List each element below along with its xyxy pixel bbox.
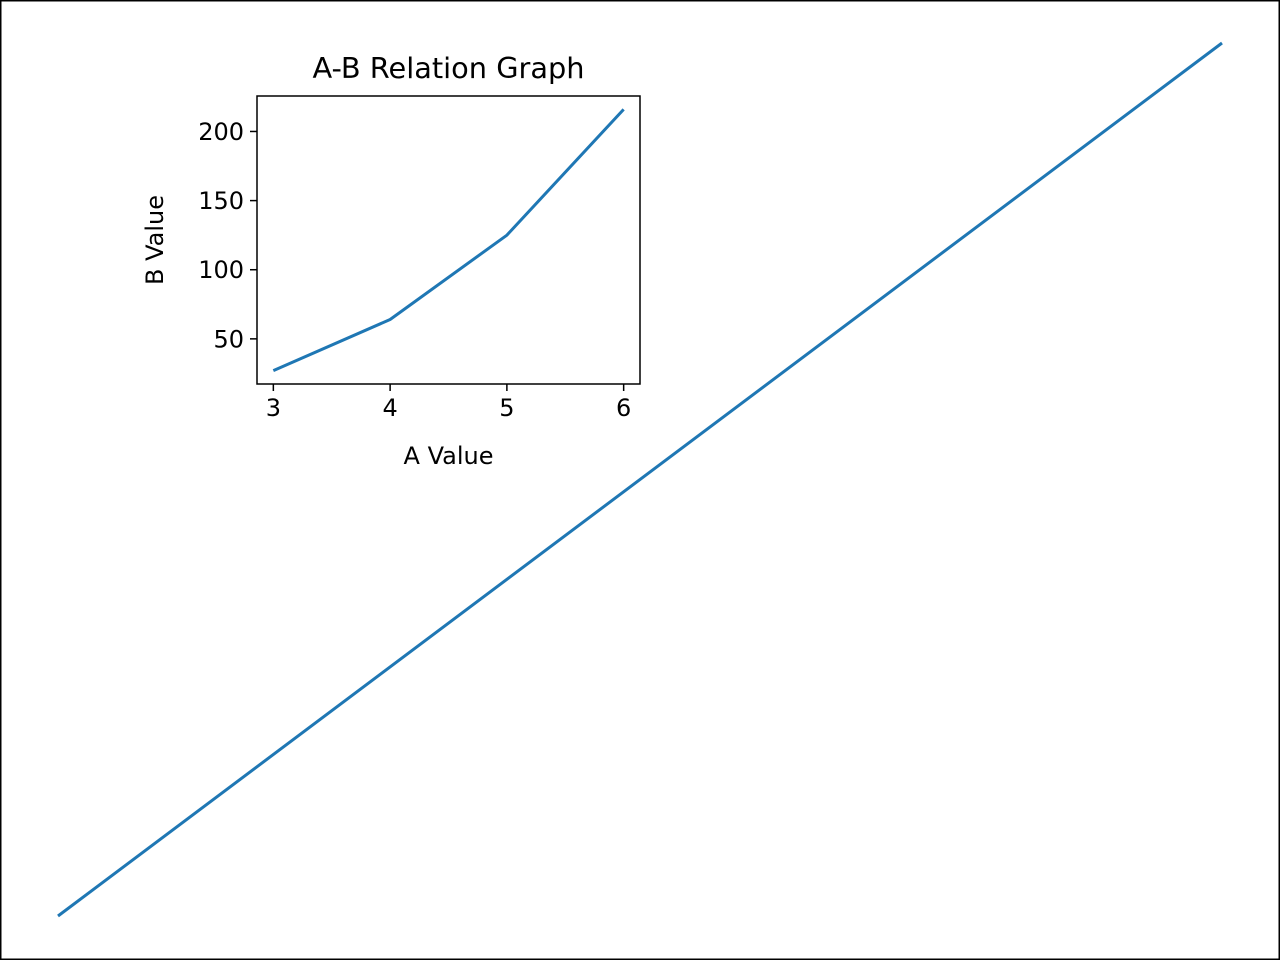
- inset-y-axis-title: B Value: [141, 195, 169, 285]
- x-tick-label: 3: [266, 394, 281, 422]
- y-tick-label: 50: [213, 325, 244, 353]
- main-series-line: [57, 41, 1223, 918]
- x-tick-label: 5: [499, 394, 514, 422]
- inset-x-axis-title: A Value: [404, 442, 494, 470]
- x-tick-label: 6: [616, 394, 631, 422]
- inset-chart: 3 4 5 6 50 100 150 200 A-B Relation Graph A Va…: [141, 51, 641, 470]
- y-tick-label: 100: [198, 256, 244, 284]
- inset-x-axis: 3 4 5 6: [266, 384, 631, 422]
- x-tick-label: 4: [382, 394, 397, 422]
- inset-chart-title: A-B Relation Graph: [312, 51, 584, 85]
- main-plot: [57, 41, 1223, 918]
- y-tick-label: 150: [198, 187, 244, 215]
- inset-series-line: [272, 108, 625, 373]
- inset-frame: [256, 95, 641, 385]
- inset-plot-area: [257, 96, 640, 384]
- y-tick-label: 200: [198, 118, 244, 146]
- inset-y-axis: 50 100 150 200: [198, 118, 257, 353]
